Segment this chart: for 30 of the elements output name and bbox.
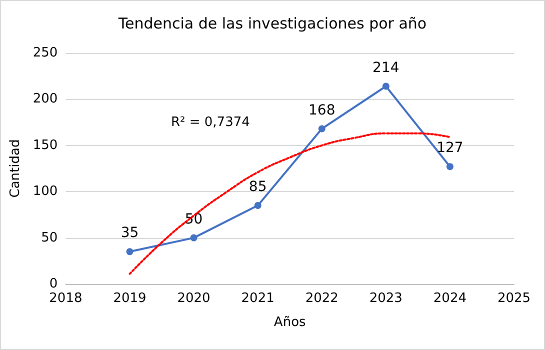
point (382, 82, 390, 90)
x-tick-label: 2018 (49, 291, 82, 306)
y-tick-label: 200 (32, 92, 58, 107)
point (446, 163, 454, 170)
annotation: R² = 0,7374 (171, 115, 250, 130)
data-label: 35 (120, 225, 139, 242)
x-tick-label: 2022 (305, 291, 338, 306)
data-label: 50 (184, 211, 203, 228)
y-tick-label: 250 (32, 46, 58, 60)
y-tick-label: 150 (32, 138, 58, 153)
data-label: 85 (248, 178, 267, 195)
y-axis-title: Cantidad (8, 139, 23, 198)
x-axis-title: Años (274, 315, 306, 330)
y-tick-label: 0 (49, 276, 58, 292)
x-tick-label: 2020 (177, 291, 210, 306)
x-tick-label: 2019 (113, 291, 146, 306)
point (126, 248, 134, 256)
x-tick-label: 2021 (241, 291, 274, 306)
point (190, 234, 198, 242)
data-label: 214 (372, 60, 400, 76)
data-label: 168 (308, 102, 336, 118)
x-tick-label: 2024 (433, 291, 467, 306)
chart-title: Tendencia de las investigaciones por año (117, 14, 427, 32)
data-label: 127 (436, 140, 464, 156)
x-tick-label: 2025 (497, 291, 531, 306)
y-tick-label: 50 (41, 230, 58, 246)
y-tick-label: 100 (32, 184, 58, 200)
x-tick-label: 2023 (369, 291, 402, 306)
point (254, 202, 262, 209)
point (318, 125, 326, 132)
